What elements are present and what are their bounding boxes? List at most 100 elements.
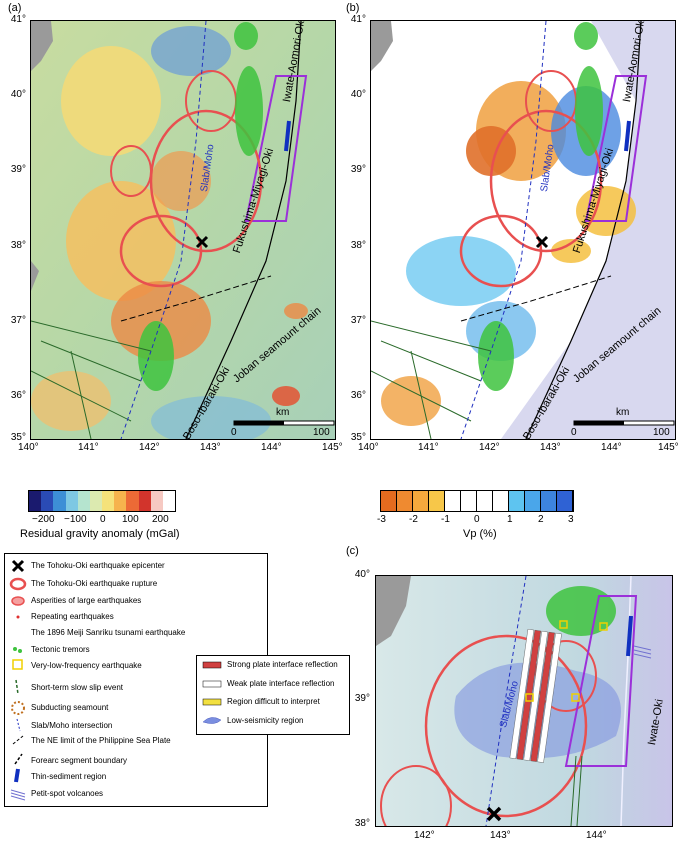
scale-zero-b: 0 [571, 427, 577, 438]
colorbar-a-swatch [162, 491, 176, 511]
colorbar-a-swatch [65, 491, 78, 511]
colorbar-a-swatch [77, 491, 90, 511]
gravity-anomaly-map [31, 21, 335, 439]
legend-c-low-seismicity: Low-seismicity region [227, 716, 304, 725]
x-tick-a-3: 143° [200, 442, 221, 453]
rupture-contour-icon [9, 577, 27, 591]
colorbar-a-swatch [138, 491, 151, 511]
y-tick-a-5: 36° [10, 390, 26, 401]
y-tick-a-3: 38° [10, 240, 26, 251]
legend-label-petit-spot: Petit-spot volcanoes [31, 789, 104, 798]
cbar-a-tick-2: 0 [100, 514, 106, 525]
petit-spot-icon [10, 789, 26, 801]
colorbar-b-swatch [509, 491, 525, 511]
repeating-dot-icon [16, 615, 20, 619]
legend-c-weak: Weak plate interface reflection [227, 679, 335, 688]
y-tick-b-4: 37° [350, 315, 366, 326]
y-tick-a-4: 37° [10, 315, 26, 326]
cbar-a-tick-4: 200 [152, 514, 169, 525]
y-tick-a-2: 39° [10, 164, 26, 175]
legend-label-ne-limit: The NE limit of the Philippine Sea Plate [31, 736, 171, 745]
map-panel-b: Iwate-Aomori-Oki Fukushima-Miyagi-Oki Jo… [370, 20, 676, 440]
weak-reflection-icon [202, 680, 222, 688]
legend-label-meiji: The 1896 Meiji Sanriku tsunami earthquak… [31, 628, 186, 637]
low-seismicity-icon [202, 717, 222, 724]
legend-label-tremors: Tectonic tremors [31, 645, 90, 654]
x-tick-b-3: 143° [540, 442, 561, 453]
y-tick-b-1: 40° [350, 89, 366, 100]
panel-label-b: (b) [346, 2, 360, 14]
x-tick-b-5: 145° [658, 442, 679, 453]
y-tick-b-6: 35° [350, 432, 366, 443]
vp-anomaly-map [371, 21, 675, 439]
colorbar-a-swatch [89, 491, 103, 511]
tremor-dot-icon [18, 649, 22, 653]
cbar-a-tick-3: 100 [122, 514, 139, 525]
colorbar-a-swatch [53, 491, 66, 511]
slab-moho-line-icon [16, 718, 21, 732]
colorbar-a-swatch [126, 491, 139, 511]
y-tick-c-2: 38° [354, 818, 370, 829]
cbar-b-tick-0: -3 [377, 514, 386, 525]
colorbar-b-swatch [445, 491, 461, 511]
ne-limit-line-icon [12, 735, 24, 745]
legend-label-slow-slip: Short-term slow slip event [31, 683, 124, 692]
scale-unit-a: km [276, 407, 290, 418]
y-tick-a-1: 40° [10, 89, 26, 100]
legend-label-epicenter: The Tohoku-Oki earthquake epicenter [31, 561, 165, 570]
cbar-b-tick-2: -1 [441, 514, 450, 525]
seamount-circle-icon [11, 701, 25, 715]
legend-label-vlfe: Very-low-frequency earthquake [31, 661, 142, 670]
y-tick-b-2: 39° [350, 164, 366, 175]
cbar-b-tick-6: 3 [568, 514, 574, 525]
x-tick-a-0: 140° [18, 442, 39, 453]
colorbar-b-swatch [557, 491, 573, 511]
x-tick-c-0: 142° [414, 830, 435, 841]
legend-panel-c: Strong plate interface reflection Weak p… [196, 655, 350, 735]
legend-c-difficult: Region difficult to interpret [227, 697, 320, 706]
x-tick-b-1: 141° [418, 442, 439, 453]
legend-c-strong: Strong plate interface reflection [227, 660, 338, 669]
colorbar-b-swatch [525, 491, 541, 511]
legend-label-forearc: Forearc segment boundary [31, 756, 128, 765]
cbar-b-tick-1: -2 [409, 514, 418, 525]
strong-reflection-icon [202, 661, 222, 669]
colorbar-b-swatch [381, 491, 397, 511]
map-panel-a: Iwate-Aomori-Oki Fukushima-Miyagi-Oki Jo… [30, 20, 336, 440]
colorbar-a [28, 490, 176, 512]
legend-label-seamount: Subducting seamount [31, 703, 109, 712]
colorbar-a-swatch [150, 491, 163, 511]
map-panel-c: Slab/Moho Iwate-Oki [375, 575, 673, 827]
colorbar-a-swatch [114, 491, 127, 511]
colorbar-a-swatch [102, 491, 115, 511]
legend-label-rupture: The Tohoku-Oki earthquake rupture [31, 579, 158, 588]
forearc-boundary-icon [14, 753, 23, 765]
cbar-b-tick-5: 2 [538, 514, 544, 525]
panel-label-c: (c) [346, 545, 359, 557]
colorbar-b-swatch [413, 491, 429, 511]
colorbar-b-swatch [493, 491, 509, 511]
legend-label-thin-sediment: Thin-sediment region [31, 772, 107, 781]
reflection-map [376, 576, 672, 826]
cbar-a-tick-0: −200 [32, 514, 55, 525]
y-tick-c-0: 40° [354, 569, 370, 580]
asperity-contour-icon [11, 596, 25, 606]
legend-symbols [9, 559, 27, 801]
colorbar-b-swatch [397, 491, 413, 511]
x-tick-b-4: 144° [601, 442, 622, 453]
y-tick-c-1: 39° [354, 693, 370, 704]
difficult-region-icon [202, 698, 222, 706]
scale-unit-b: km [616, 407, 630, 418]
y-tick-b-0: 41° [350, 14, 366, 25]
y-tick-a-0: 41° [10, 14, 26, 25]
cbar-b-tick-4: 1 [507, 514, 513, 525]
x-tick-a-2: 142° [139, 442, 160, 453]
legend-label-asperities: Asperities of large earthquakes [31, 596, 142, 605]
thin-sediment-icon [14, 768, 20, 783]
colorbar-a-swatch [29, 491, 42, 511]
slow-slip-line-icon [15, 679, 19, 695]
colorbar-b-swatch [541, 491, 557, 511]
colorbar-a-title: Residual gravity anomaly (mGal) [20, 528, 180, 540]
scale-100-a: 100 [313, 427, 330, 438]
colorbar-b-swatch [477, 491, 493, 511]
